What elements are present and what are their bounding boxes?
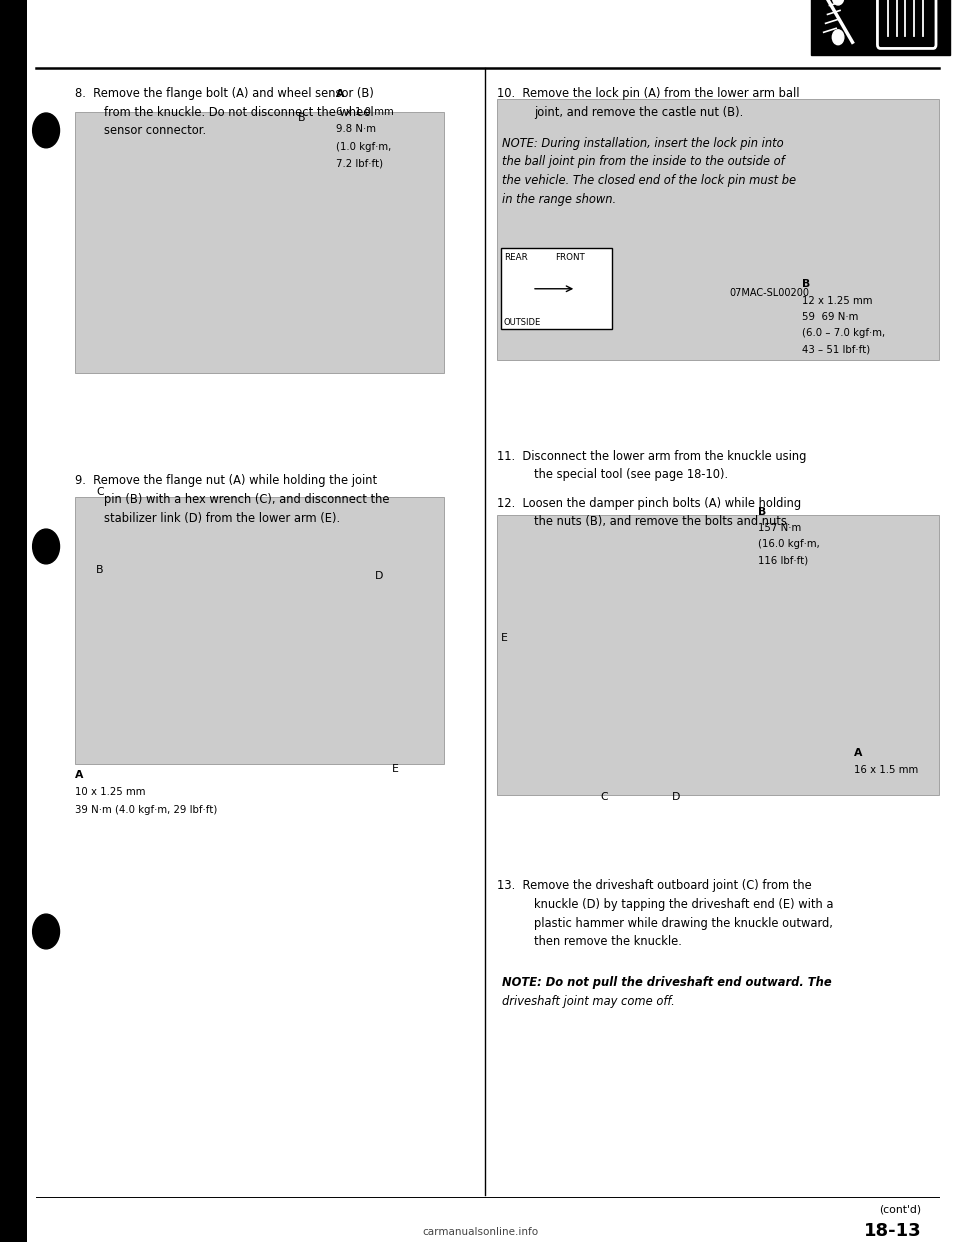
Text: B: B — [802, 279, 810, 289]
FancyBboxPatch shape — [497, 515, 939, 795]
Text: E: E — [501, 633, 508, 643]
Text: 116 lbf·ft): 116 lbf·ft) — [758, 555, 808, 565]
Text: B: B — [298, 113, 305, 123]
FancyBboxPatch shape — [0, 0, 27, 1242]
Text: C: C — [96, 487, 104, 497]
Text: D: D — [374, 571, 383, 581]
Text: pin (B) with a hex wrench (C), and disconnect the: pin (B) with a hex wrench (C), and disco… — [104, 493, 389, 505]
Text: 16 x 1.5 mm: 16 x 1.5 mm — [854, 765, 919, 775]
Text: 43 – 51 lbf·ft): 43 – 51 lbf·ft) — [802, 344, 870, 354]
Text: 11.  Disconnect the lower arm from the knuckle using: 11. Disconnect the lower arm from the kn… — [497, 450, 806, 462]
Text: sensor connector.: sensor connector. — [104, 124, 205, 137]
Text: from the knuckle. Do not disconnect the wheel: from the knuckle. Do not disconnect the … — [104, 106, 373, 118]
Text: A: A — [511, 261, 518, 271]
Text: E: E — [392, 764, 398, 774]
FancyBboxPatch shape — [75, 497, 444, 764]
Text: 157 N·m: 157 N·m — [758, 523, 802, 533]
Text: (16.0 kgf·m,: (16.0 kgf·m, — [758, 539, 820, 549]
Text: 10 x 1.25 mm: 10 x 1.25 mm — [75, 787, 145, 797]
Text: (6.0 – 7.0 kgf·m,: (6.0 – 7.0 kgf·m, — [802, 328, 885, 338]
Text: 10.  Remove the lock pin (A) from the lower arm ball: 10. Remove the lock pin (A) from the low… — [497, 87, 800, 99]
Text: stabilizer link (D) from the lower arm (E).: stabilizer link (D) from the lower arm (… — [104, 512, 340, 524]
Text: 7.2 lbf·ft): 7.2 lbf·ft) — [336, 159, 383, 169]
FancyBboxPatch shape — [877, 0, 936, 48]
Text: 18-13: 18-13 — [864, 1222, 922, 1240]
Text: 12 x 1.25 mm: 12 x 1.25 mm — [802, 296, 872, 306]
Text: REAR: REAR — [504, 253, 528, 262]
Text: 59  69 N·m: 59 69 N·m — [802, 312, 858, 322]
Circle shape — [832, 0, 844, 5]
Text: A: A — [854, 748, 863, 758]
Circle shape — [33, 529, 60, 564]
FancyBboxPatch shape — [501, 248, 612, 329]
Text: driveshaft joint may come off.: driveshaft joint may come off. — [502, 995, 675, 1007]
Text: the ball joint pin from the inside to the outside of: the ball joint pin from the inside to th… — [502, 155, 784, 168]
Text: C: C — [600, 792, 608, 802]
Circle shape — [33, 914, 60, 949]
Text: FRONT: FRONT — [555, 253, 585, 262]
Text: carmanualsonline.info: carmanualsonline.info — [422, 1227, 538, 1237]
Text: the nuts (B), and remove the bolts and nuts.: the nuts (B), and remove the bolts and n… — [534, 515, 790, 528]
Text: NOTE: During installation, insert the lock pin into: NOTE: During installation, insert the lo… — [502, 137, 783, 149]
Text: B: B — [96, 565, 104, 575]
Text: (1.0 kgf·m,: (1.0 kgf·m, — [336, 142, 392, 152]
Text: 9.  Remove the flange nut (A) while holding the joint: 9. Remove the flange nut (A) while holdi… — [75, 474, 377, 487]
Circle shape — [33, 113, 60, 148]
Text: A: A — [336, 89, 345, 99]
Text: the vehicle. The closed end of the lock pin must be: the vehicle. The closed end of the lock … — [502, 174, 796, 186]
Text: OUTSIDE: OUTSIDE — [504, 318, 541, 327]
Text: the special tool (see page 18-10).: the special tool (see page 18-10). — [534, 468, 728, 481]
Text: in the range shown.: in the range shown. — [502, 193, 616, 205]
Text: plastic hammer while drawing the knuckle outward,: plastic hammer while drawing the knuckle… — [534, 917, 832, 929]
Text: 9.8 N·m: 9.8 N·m — [336, 124, 376, 134]
Text: NOTE: Do not pull the driveshaft end outward. The: NOTE: Do not pull the driveshaft end out… — [502, 976, 831, 989]
FancyBboxPatch shape — [811, 0, 950, 55]
Text: then remove the knuckle.: then remove the knuckle. — [534, 935, 682, 948]
FancyBboxPatch shape — [75, 112, 444, 373]
Text: A: A — [75, 770, 84, 780]
FancyBboxPatch shape — [497, 99, 939, 360]
Text: knuckle (D) by tapping the driveshaft end (E) with a: knuckle (D) by tapping the driveshaft en… — [534, 898, 833, 910]
Text: joint, and remove the castle nut (B).: joint, and remove the castle nut (B). — [534, 106, 743, 118]
Circle shape — [832, 30, 844, 45]
Text: B: B — [758, 507, 767, 517]
Text: D: D — [672, 792, 681, 802]
Text: 12.  Loosen the damper pinch bolts (A) while holding: 12. Loosen the damper pinch bolts (A) wh… — [497, 497, 802, 509]
Text: 6 x 1.0 mm: 6 x 1.0 mm — [336, 107, 394, 117]
Text: 07MAC-SL00200: 07MAC-SL00200 — [730, 288, 809, 298]
Text: (cont'd): (cont'd) — [879, 1205, 922, 1215]
Text: 39 N·m (4.0 kgf·m, 29 lbf·ft): 39 N·m (4.0 kgf·m, 29 lbf·ft) — [75, 805, 217, 815]
Text: 13.  Remove the driveshaft outboard joint (C) from the: 13. Remove the driveshaft outboard joint… — [497, 879, 812, 892]
Text: 8.  Remove the flange bolt (A) and wheel sensor (B): 8. Remove the flange bolt (A) and wheel … — [75, 87, 373, 99]
